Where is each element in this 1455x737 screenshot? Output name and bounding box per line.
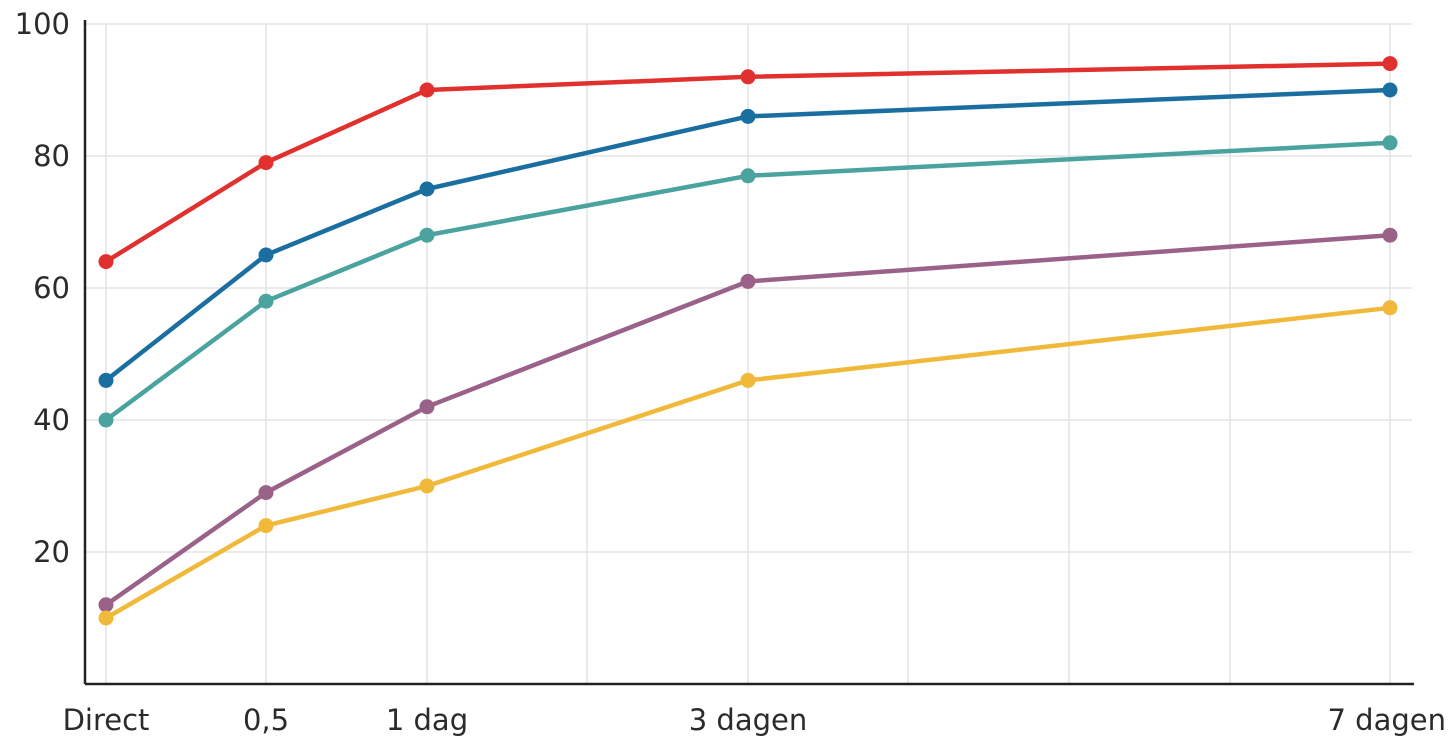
data-point <box>740 273 756 289</box>
data-point <box>98 597 114 613</box>
y-tick-label: 100 <box>15 7 70 41</box>
x-tick-label: 7 dagen <box>1328 703 1446 737</box>
x-axis-ticks: Direct 0,5 1 dag 3 dagen 7 dagen <box>63 703 1446 737</box>
axes <box>83 20 1414 686</box>
data-point <box>258 247 274 263</box>
data-point <box>419 82 435 98</box>
data-point <box>740 372 756 388</box>
data-point <box>419 227 435 243</box>
y-tick-label: 60 <box>33 271 70 305</box>
data-point <box>98 372 114 388</box>
data-point <box>1382 82 1398 98</box>
data-point <box>1382 56 1398 72</box>
data-point <box>258 293 274 309</box>
data-point <box>258 518 274 534</box>
data-point <box>98 254 114 270</box>
x-tick-label: 3 dagen <box>689 703 807 737</box>
grid <box>85 23 1412 684</box>
data-point <box>419 478 435 494</box>
data-point <box>1382 227 1398 243</box>
y-axis-ticks: 20 40 60 80 100 <box>15 7 70 569</box>
data-point <box>258 485 274 501</box>
data-point <box>740 108 756 124</box>
x-tick-label: Direct <box>63 703 150 737</box>
data-point <box>419 181 435 197</box>
x-tick-label: 1 dag <box>386 703 468 737</box>
series-group <box>98 56 1398 626</box>
data-point <box>98 412 114 428</box>
data-point <box>258 155 274 171</box>
data-point <box>1382 135 1398 151</box>
series-0 <box>98 56 1398 270</box>
series-1 <box>98 82 1398 388</box>
series-2 <box>98 135 1398 428</box>
x-tick-label: 0,5 <box>243 703 289 737</box>
data-point <box>98 610 114 626</box>
data-point <box>740 69 756 85</box>
data-point <box>740 168 756 184</box>
y-tick-label: 40 <box>33 403 70 437</box>
data-point <box>1382 300 1398 316</box>
series-3 <box>98 227 1398 613</box>
series-4 <box>98 300 1398 626</box>
y-tick-label: 20 <box>33 535 70 569</box>
y-tick-label: 80 <box>33 139 70 173</box>
data-point <box>419 399 435 415</box>
